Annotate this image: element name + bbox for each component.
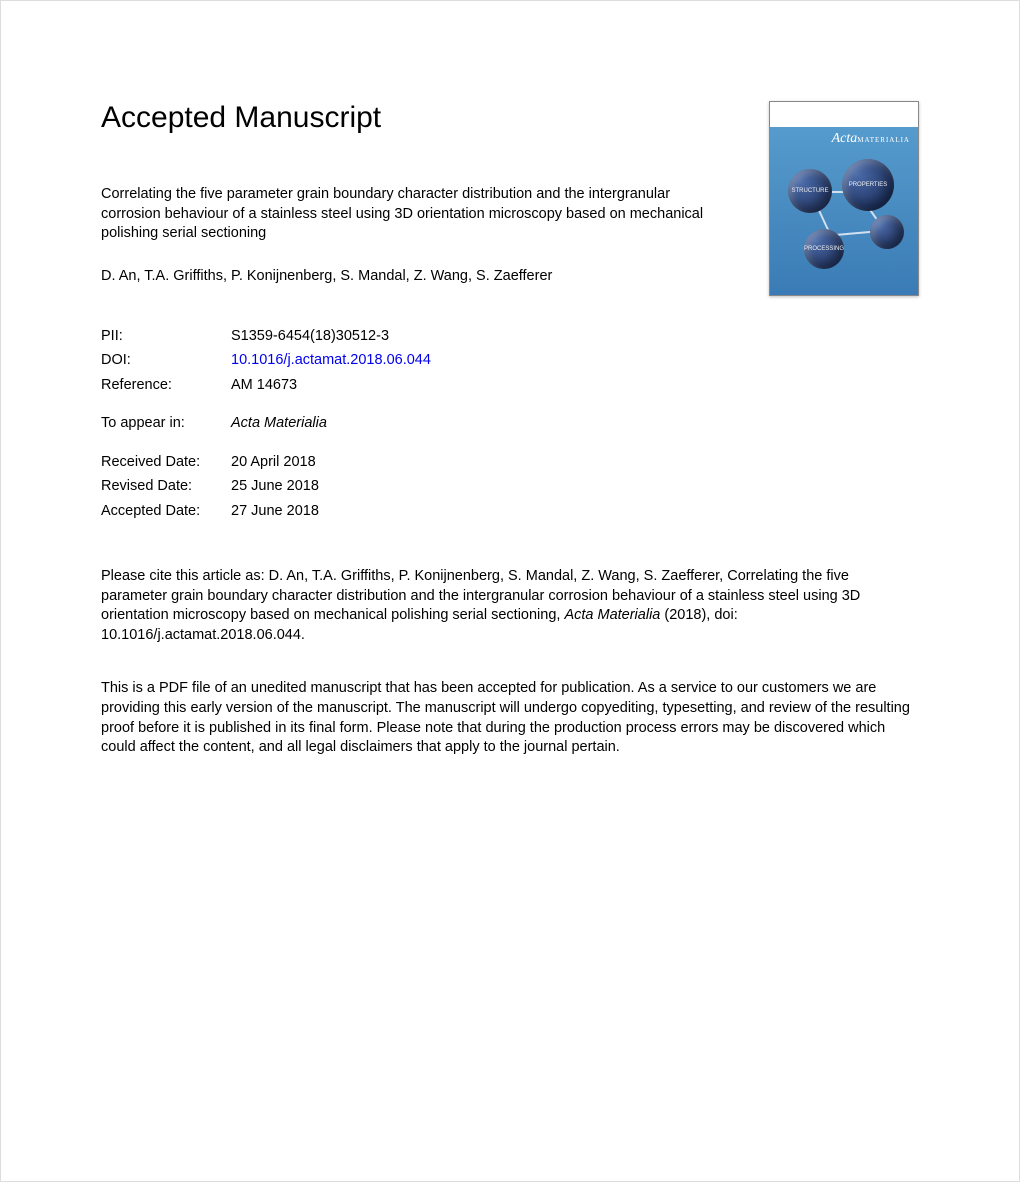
meta-value-pii: S1359-6454(18)30512-3	[231, 324, 431, 349]
meta-row-reference: Reference: AM 14673	[101, 373, 431, 398]
cover-spheres-graphic: STRUCTURE PROPERTIES PROCESSING	[770, 147, 918, 277]
meta-label: DOI:	[101, 348, 231, 373]
metadata-table: PII: S1359-6454(18)30512-3 DOI: 10.1016/…	[101, 324, 431, 524]
citation-journal: Acta Materialia	[564, 607, 660, 623]
cover-journal-acta: Acta	[832, 131, 858, 146]
cover-journal-name: ActaMATERIALIA	[770, 127, 918, 147]
disclaimer-text: This is a PDF file of an unedited manusc…	[101, 679, 919, 757]
meta-label: Accepted Date:	[101, 499, 231, 524]
meta-row-appear: To appear in: Acta Materialia	[101, 411, 431, 436]
sphere-icon: PROCESSING	[804, 229, 844, 269]
cover-publisher-bar	[770, 102, 918, 127]
meta-row-accepted: Accepted Date: 27 June 2018	[101, 499, 431, 524]
meta-label: Revised Date:	[101, 474, 231, 499]
meta-label: To appear in:	[101, 411, 231, 436]
doi-link[interactable]: 10.1016/j.actamat.2018.06.044	[231, 352, 431, 368]
meta-row-pii: PII: S1359-6454(18)30512-3	[101, 324, 431, 349]
meta-value-accepted: 27 June 2018	[231, 499, 431, 524]
meta-row-received: Received Date: 20 April 2018	[101, 450, 431, 475]
meta-value-reference: AM 14673	[231, 373, 431, 398]
manuscript-page: Accepted Manuscript ActaMATERIALIA STRUC…	[1, 1, 1019, 818]
meta-label: Reference:	[101, 373, 231, 398]
cover-journal-mat: MATERIALIA	[857, 136, 910, 144]
citation-pre: Please cite this article as: D. An, T.A.…	[101, 568, 860, 623]
meta-label: PII:	[101, 324, 231, 349]
sphere-icon	[870, 215, 904, 249]
meta-value-journal: Acta Materialia	[231, 415, 327, 431]
meta-label: Received Date:	[101, 450, 231, 475]
meta-value-received: 20 April 2018	[231, 450, 431, 475]
article-title: Correlating the five parameter grain bou…	[101, 185, 731, 244]
meta-row-doi: DOI: 10.1016/j.actamat.2018.06.044	[101, 348, 431, 373]
sphere-icon: STRUCTURE	[788, 169, 832, 213]
meta-value-revised: 25 June 2018	[231, 474, 431, 499]
meta-row-revised: Revised Date: 25 June 2018	[101, 474, 431, 499]
citation-text: Please cite this article as: D. An, T.A.…	[101, 567, 919, 645]
journal-cover-thumbnail: ActaMATERIALIA STRUCTURE PROPERTIES PROC…	[769, 101, 919, 296]
sphere-icon: PROPERTIES	[842, 159, 894, 211]
